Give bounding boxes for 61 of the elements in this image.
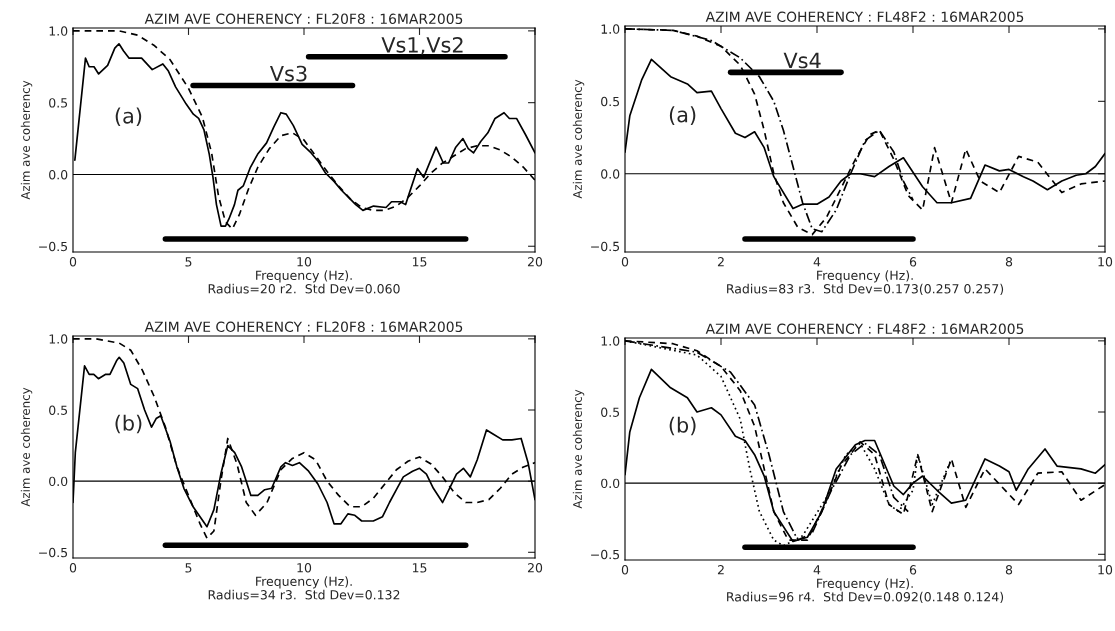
x-tick-label: 2 (717, 257, 724, 267)
x-tick-label: 15 (412, 563, 427, 573)
x-axis-title: Frequency (Hz). (256, 576, 352, 589)
annotation: (b) (669, 416, 696, 436)
text: Radius=20 r2. Std Dev=0.060 (208, 283, 400, 294)
y-tick-label: 0.5 (49, 405, 68, 415)
text: Radius=96 r4. Std Dev=0.092(0.148 0.124) (727, 591, 1004, 603)
x-tick-label: 10 (1098, 257, 1113, 267)
y-tick-label: 1.0 (601, 24, 620, 34)
y-axis-title: Azim ave coherency (20, 387, 33, 507)
y-tick-label: −0.5 (591, 549, 620, 560)
annotation: (a) (669, 106, 696, 125)
x-tick-label: 10 (297, 563, 312, 573)
y-tick-label: −0.5 (39, 547, 68, 558)
x-tick-label: 4 (813, 565, 821, 575)
y-tick-label: 1.0 (601, 336, 620, 346)
y-tick-label: 0.5 (601, 407, 620, 417)
text: Radius=34 r3. Std Dev=0.132 (208, 589, 400, 600)
y-tick-label: 0.0 (601, 169, 620, 179)
x-tick-label: 0 (69, 257, 77, 267)
y-tick-label: −0.5 (39, 241, 68, 252)
y-tick-label: 0.5 (49, 98, 68, 108)
x-tick-label: 20 (527, 563, 543, 573)
y-tick-label: 0.5 (601, 96, 620, 107)
x-tick-label: 15 (412, 257, 427, 267)
y-tick-label: 0.0 (49, 169, 68, 180)
y-tick-label: 1.0 (49, 334, 68, 344)
x-tick-label: 5 (185, 563, 192, 573)
y-tick-label: 0.0 (601, 478, 620, 489)
annotation: Vs1,Vs2 (381, 36, 463, 55)
x-tick-label: 6 (909, 565, 917, 575)
x-tick-label: 10 (1098, 565, 1113, 575)
y-tick-label: 1.0 (49, 26, 68, 36)
y-axis-title: Azim ave coherency (20, 80, 33, 200)
x-tick-label: 8 (1005, 565, 1013, 575)
y-axis-title: Azim ave coherency (572, 389, 585, 509)
annotation: (b) (115, 414, 142, 434)
x-tick-label: 2 (717, 565, 724, 575)
x-tick-label: 4 (813, 257, 821, 267)
x-tick-label: 0 (621, 257, 629, 267)
x-tick-label: 6 (909, 257, 917, 267)
annotation: Vs4 (783, 52, 821, 69)
text: Radius=83 r3. Std Dev=0.173(0.257 0.257) (727, 283, 1004, 295)
x-tick-label: 0 (621, 565, 629, 575)
annotation: Vs3 (269, 65, 307, 82)
x-tick-label: 8 (1005, 257, 1013, 267)
chart-title: AZIM AVE COHERENCY : FL48F2 : 16MAR2005 (705, 323, 1024, 335)
y-tick-label: 0.0 (49, 476, 68, 487)
annotation: (a) (115, 107, 142, 127)
x-axis-title: Frequency (Hz). (256, 270, 352, 283)
chart-title: AZIM AVE COHERENCY : FL48F2 : 16MAR2005 (705, 11, 1024, 23)
x-axis-title: Frequency (Hz). (817, 270, 913, 283)
x-tick-label: 10 (297, 257, 312, 267)
x-tick-label: 5 (185, 257, 192, 267)
x-axis-title: Frequency (Hz). (817, 578, 913, 591)
chart-title: AZIM AVE COHERENCY : FL20F8 : 16MAR2005 (144, 321, 463, 333)
y-tick-label: −0.5 (591, 241, 620, 252)
chart-title: AZIM AVE COHERENCY : FL20F8 : 16MAR2005 (144, 13, 463, 25)
y-axis-title: Azim ave coherency (572, 79, 585, 199)
x-tick-label: 0 (69, 563, 77, 573)
x-tick-label: 20 (527, 257, 543, 267)
